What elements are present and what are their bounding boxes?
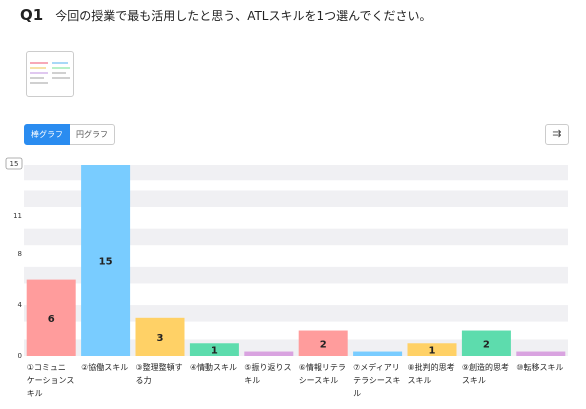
category-label: ⑩転移スキル — [516, 362, 563, 372]
bar-value-label: 3 — [157, 333, 164, 344]
grid-band — [24, 266, 568, 284]
category-label: る力 — [136, 375, 152, 385]
bar — [244, 351, 294, 356]
category-label: ②協働スキル — [81, 362, 128, 372]
bar-value-label: 1 — [429, 346, 436, 357]
bar-value-label: 2 — [320, 339, 327, 350]
bar — [461, 330, 511, 356]
question-thumbnail[interactable] — [26, 51, 74, 97]
y-tick-label: 8 — [18, 250, 22, 258]
category-label: キル — [27, 389, 43, 398]
category-label: テラシースキ — [353, 376, 400, 385]
category-label: ⑦メディアリ — [353, 362, 400, 372]
grid-band — [24, 228, 568, 246]
bar — [135, 317, 185, 356]
bar — [298, 330, 348, 356]
y-tick-label: 4 — [18, 301, 23, 309]
chart-type-tabs: 棒グラフ 円グラフ — [24, 124, 115, 145]
question-header: Q1 今回の授業で最も活用したと思う、ATLスキルを1つ選んでください。 — [20, 6, 432, 24]
thumbnail-preview — [30, 62, 70, 88]
category-label: ①コミュニ — [27, 363, 66, 372]
category-label: ル — [353, 389, 361, 398]
bar — [353, 351, 403, 356]
export-button[interactable]: ⇉ — [545, 124, 569, 145]
tab-bar-chart[interactable]: 棒グラフ — [24, 124, 70, 145]
grid-band — [24, 190, 568, 208]
category-label: ③整理整頓す — [136, 362, 183, 372]
y-max-badge — [5, 157, 23, 170]
bar-value-label: 6 — [48, 314, 55, 325]
category-label: ⑧批判的思考 — [408, 362, 455, 372]
bar — [516, 351, 566, 356]
grid-band — [24, 165, 568, 181]
category-label: ケーションス — [27, 376, 75, 385]
category-label: ⑥情報リテラ — [299, 362, 346, 372]
category-label: シースキル — [299, 376, 339, 385]
question-number: Q1 — [20, 6, 44, 24]
y-tick-label: 0 — [18, 352, 22, 360]
category-label: スキル — [408, 376, 432, 385]
category-label: ⑨創造的思考 — [462, 362, 509, 372]
question-text: 今回の授業で最も活用したと思う、ATLスキルを1つ選んでください。 — [55, 9, 432, 23]
bar — [81, 165, 131, 356]
export-icon: ⇉ — [552, 127, 562, 140]
bar-value-label: 15 — [99, 257, 113, 268]
bar — [26, 279, 76, 356]
category-label: ④情動スキル — [190, 362, 237, 372]
tab-pie-chart[interactable]: 円グラフ — [70, 124, 115, 145]
y-tick-label: 15 — [10, 160, 19, 168]
category-label: ⑤振り返りス — [244, 362, 291, 372]
bar-chart: 04811156①コミュニケーションスキル15②協働スキル3③整理整頓する力1④… — [5, 157, 568, 398]
y-tick-label: 11 — [13, 212, 22, 220]
category-label: キル — [244, 376, 260, 385]
bar — [407, 343, 457, 356]
category-label: スキル — [462, 376, 486, 385]
bar-value-label: 1 — [211, 346, 218, 357]
bar — [189, 343, 239, 356]
grid-band — [24, 305, 568, 322]
bar-value-label: 2 — [483, 339, 490, 350]
